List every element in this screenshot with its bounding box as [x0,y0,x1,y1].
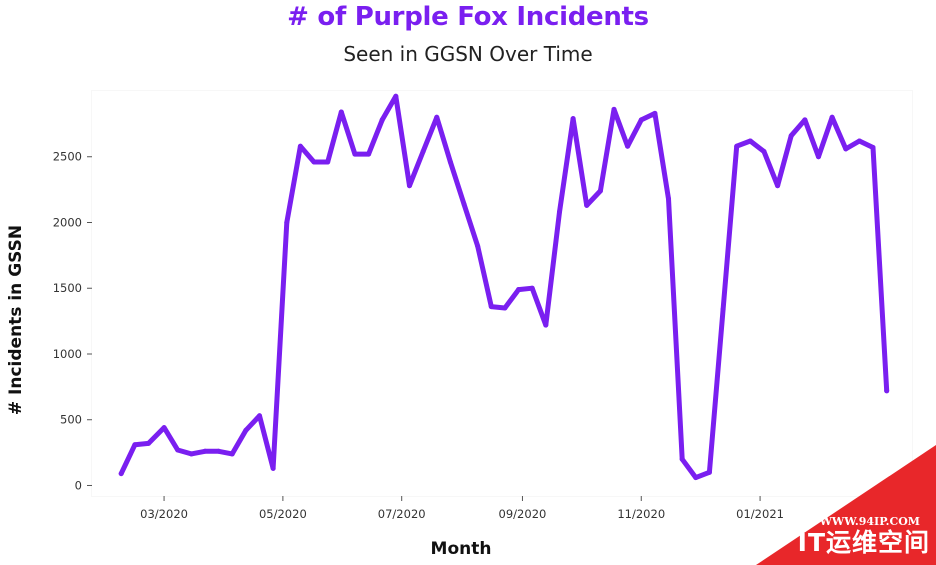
chart-title: # of Purple Fox Incidents [287,2,649,32]
x-tick-label: 05/2020 [259,507,307,521]
data-point [284,219,290,225]
data-point [132,442,138,448]
data-point [325,159,331,165]
data-point [502,305,508,311]
data-point [145,440,151,446]
data-point [118,471,124,477]
y-tick-label: 1000 [53,347,82,361]
data-point [556,209,562,215]
data-point [870,145,876,151]
data-point [529,285,535,291]
data-point [270,465,276,471]
data-point [420,148,426,154]
data-point [597,188,603,194]
data-point [570,116,576,122]
data-point [856,138,862,144]
data-point [393,93,399,99]
data-point [352,151,358,157]
y-tick-label: 2000 [53,215,82,229]
data-point [625,143,631,149]
data-point [297,143,303,149]
y-tick-label: 1500 [53,281,82,295]
data-point [338,109,344,115]
watermark-corner-triangle [756,445,936,565]
data-point [734,143,740,149]
data-point [229,451,235,457]
series-line [118,93,890,481]
data-point [584,202,590,208]
x-tick-label: 11/2020 [617,507,665,521]
data-point [216,448,222,454]
data-point [679,456,685,462]
data-point [406,183,412,189]
data-point [843,146,849,152]
data-point [638,117,644,123]
data-point [666,196,672,202]
data-point [829,114,835,120]
data-point [379,117,385,123]
data-point [884,388,890,394]
x-axis-label: Month [430,539,492,559]
data-point [488,304,494,310]
data-point [202,448,208,454]
data-point [516,287,522,293]
x-tick-label: 07/2020 [378,507,426,521]
data-point [175,447,181,453]
data-point [747,138,753,144]
x-tick-label: 03/2020 [140,507,188,521]
data-point [652,110,658,116]
data-point [188,451,194,457]
data-point [816,154,822,160]
data-point [543,322,549,328]
data-point [693,475,699,481]
data-point [243,427,249,433]
y-tick-label: 500 [60,413,82,427]
data-point [311,159,317,165]
chart-subtitle: Seen in GGSN Over Time [343,42,593,66]
data-point [161,425,167,431]
x-tick-label: 09/2020 [499,507,547,521]
data-point [706,469,712,475]
y-axis-label: # Incidents in GSSN [6,224,26,416]
data-point [475,243,481,249]
data-point [434,114,440,120]
data-point [611,106,617,112]
data-point [257,413,263,419]
data-point [720,306,726,312]
y-tick-label: 0 [75,478,82,492]
data-point [447,159,453,165]
data-point [802,117,808,123]
data-point [775,183,781,189]
data-point [761,148,767,154]
y-tick-label: 2500 [53,150,82,164]
plot-area [92,91,912,496]
data-point [366,151,372,157]
watermark-url: WWW.94IP.COM [819,515,920,528]
watermark-name: IT运维空间 [797,528,930,557]
data-point [788,133,794,139]
data-point [461,201,467,207]
